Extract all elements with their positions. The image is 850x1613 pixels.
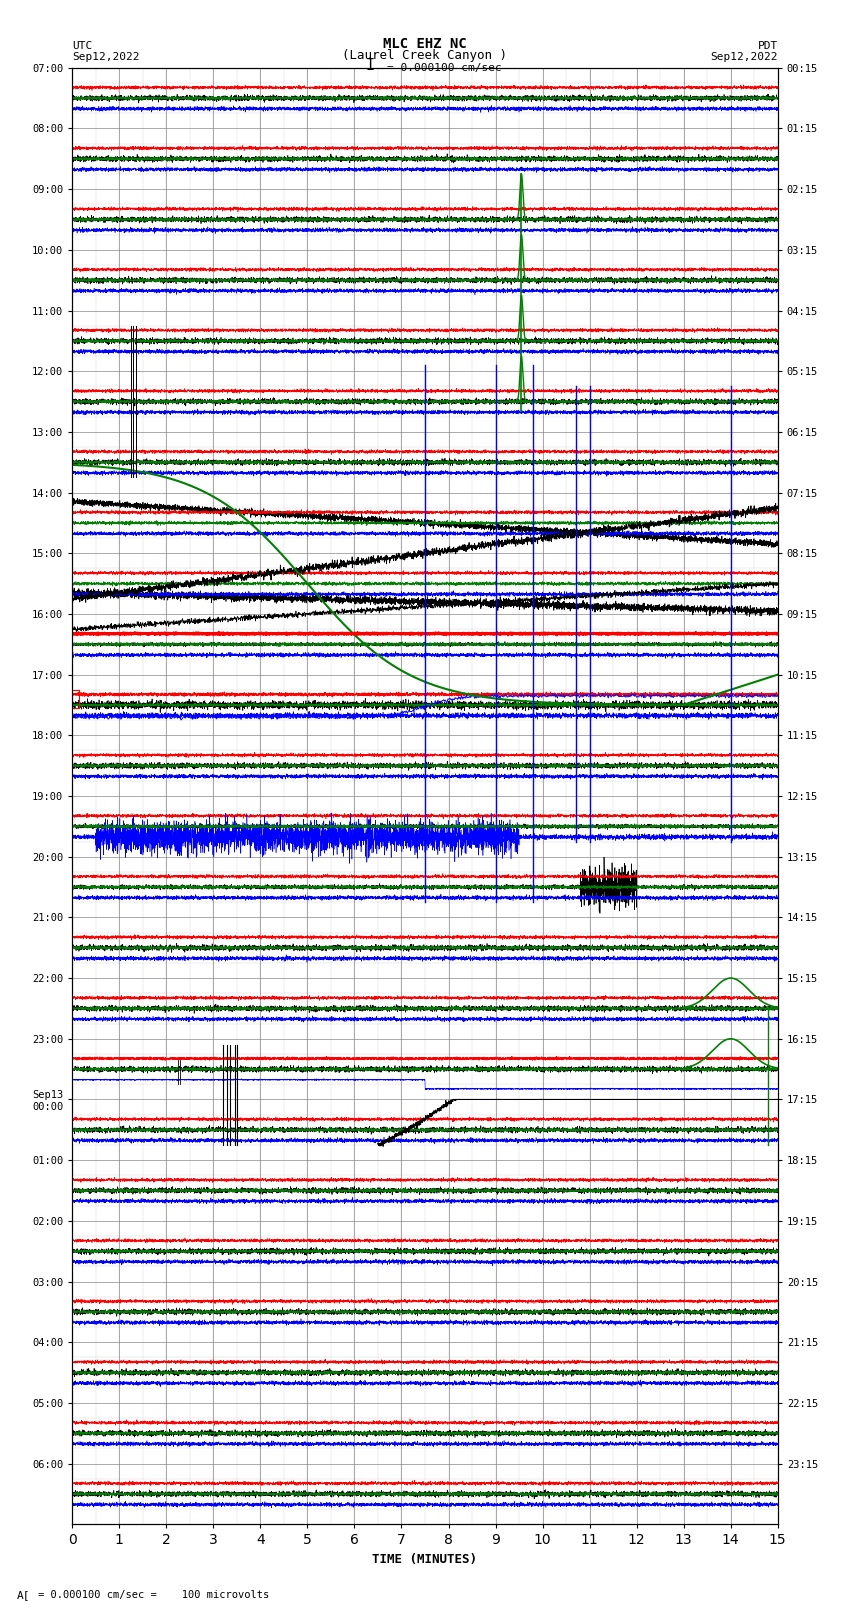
Text: Sep12,2022: Sep12,2022	[711, 52, 778, 63]
Text: UTC: UTC	[72, 40, 93, 50]
Text: = 0.000100 cm/sec: = 0.000100 cm/sec	[387, 63, 501, 73]
Text: PDT: PDT	[757, 40, 778, 50]
X-axis label: TIME (MINUTES): TIME (MINUTES)	[372, 1553, 478, 1566]
Text: A[: A[	[17, 1590, 31, 1600]
Text: Sep12,2022: Sep12,2022	[72, 52, 139, 63]
Text: MLC EHZ NC: MLC EHZ NC	[383, 37, 467, 50]
Text: I: I	[366, 58, 374, 73]
Text: (Laurel Creek Canyon ): (Laurel Creek Canyon )	[343, 48, 507, 63]
Text: = 0.000100 cm/sec =    100 microvolts: = 0.000100 cm/sec = 100 microvolts	[38, 1590, 269, 1600]
